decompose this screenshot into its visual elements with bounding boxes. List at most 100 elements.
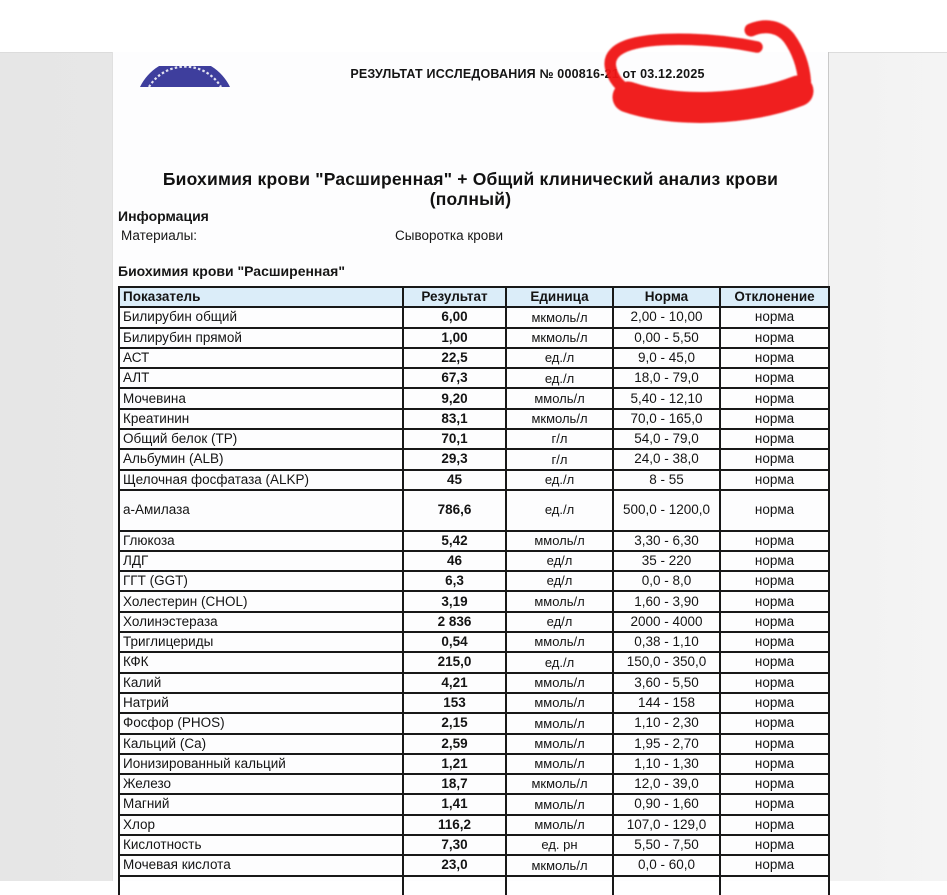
deviation: норма	[719, 671, 830, 694]
norm-range: 18,0 - 79,0	[612, 367, 721, 390]
result-value: 3,19	[402, 590, 507, 613]
table-row: Холестерин (CHOL) 3,19 ммоль/л 1,60 - 3,90 н…	[118, 590, 830, 613]
table-row: Мочевина 9,20 ммоль/л 5,40 - 12,10 норма	[118, 387, 830, 410]
unit: ед./л	[505, 651, 614, 674]
param-name: ЛДГ	[118, 549, 404, 573]
table-row: а-Амилаза 786,6 ед./л 500,0 - 1200,0 норма	[118, 488, 830, 532]
unit: ед./л	[505, 488, 614, 532]
unit: ммоль/л	[505, 813, 614, 837]
unit: мкмоль/л	[505, 326, 614, 349]
materials-value: Сыворотка крови	[395, 228, 503, 243]
deviation: норма	[719, 428, 830, 451]
param-name: Билирубин прямой	[118, 326, 404, 349]
unit: ммоль/л	[505, 732, 614, 755]
param-name: Триглицериды	[118, 631, 404, 654]
param-name: АСТ	[118, 346, 404, 370]
deviation: норма	[719, 732, 830, 755]
deviation: норма	[719, 610, 830, 634]
result-value: 5,42	[402, 529, 507, 552]
deviation: норма	[719, 813, 830, 837]
empty-cell	[505, 874, 614, 895]
table-row: Билирубин общий 6,00 мкмоль/л 2,00 - 10,00 н…	[118, 306, 830, 329]
norm-range: 500,0 - 1200,0	[612, 488, 721, 532]
unit: мкмоль/л	[505, 407, 614, 431]
deviation: норма	[719, 631, 830, 654]
deviation: норма	[719, 651, 830, 674]
norm-range: 150,0 - 350,0	[612, 651, 721, 674]
results-table: Показатель Результат Единица Норма Отклонени…	[118, 285, 830, 895]
table-row: Железо 18,7 мкмоль/л 12,0 - 39,0 норма	[118, 773, 830, 796]
result-value: 22,5	[402, 346, 507, 370]
document-title: Биохимия крови "Расширенная" + Общий кли…	[113, 169, 828, 209]
deviation: норма	[719, 834, 830, 857]
norm-range: 0,38 - 1,10	[612, 631, 721, 654]
deviation: норма	[719, 448, 830, 471]
unit: ед/л	[505, 570, 614, 593]
empty-cell	[612, 874, 721, 895]
empty-cell	[402, 874, 507, 895]
norm-range: 0,0 - 8,0	[612, 570, 721, 593]
param-name: а-Амилаза	[118, 488, 404, 532]
deviation: норма	[719, 367, 830, 390]
column-header: Единица	[505, 285, 614, 309]
table-row: Магний 1,41 ммоль/л 0,90 - 1,60 норма	[118, 793, 830, 816]
unit: ед/л	[505, 549, 614, 573]
empty-cell	[118, 874, 404, 895]
param-name: Глюкоза	[118, 529, 404, 552]
result-value: 9,20	[402, 387, 507, 410]
table-row: ЛДГ 46 ед/л 35 - 220 норма	[118, 549, 830, 573]
deviation: норма	[719, 387, 830, 410]
deviation: норма	[719, 306, 830, 329]
norm-range: 2,00 - 10,00	[612, 306, 721, 329]
param-name: Мочевая кислота	[118, 854, 404, 877]
result-value: 786,6	[402, 488, 507, 532]
result-value: 4,21	[402, 671, 507, 694]
norm-range: 3,60 - 5,50	[612, 671, 721, 694]
norm-range: 144 - 158	[612, 691, 721, 715]
param-name: АЛТ	[118, 367, 404, 390]
document-title-line1: Биохимия крови "Расширенная" + Общий кли…	[162, 169, 779, 189]
result-value: 215,0	[402, 651, 507, 674]
table-row: Кальций (Ca) 2,59 ммоль/л 1,95 - 2,70 норма	[118, 732, 830, 755]
column-header: Результат	[402, 285, 507, 309]
unit: мкмоль/л	[505, 773, 614, 796]
unit: ед./л	[505, 468, 614, 491]
table-row: Хлор 116,2 ммоль/л 107,0 - 129,0 норма	[118, 813, 830, 837]
unit: ммоль/л	[505, 671, 614, 694]
norm-range: 9,0 - 45,0	[612, 346, 721, 370]
norm-range: 70,0 - 165,0	[612, 407, 721, 431]
table-row: Билирубин прямой 1,00 мкмоль/л 0,00 - 5,50 н…	[118, 326, 830, 349]
unit: ммоль/л	[505, 691, 614, 715]
table-row: Щелочная фосфатаза (ALKP) 45 ед./л 8 - 55 но…	[118, 468, 830, 491]
param-name: Креатинин	[118, 407, 404, 431]
deviation: норма	[719, 468, 830, 491]
unit: мкмоль/л	[505, 306, 614, 329]
table-row: АЛТ 67,3 ед./л 18,0 - 79,0 норма	[118, 367, 830, 390]
deviation: норма	[719, 570, 830, 593]
param-name: Общий белок (TP)	[118, 428, 404, 451]
unit: ммоль/л	[505, 529, 614, 552]
deviation: норма	[719, 326, 830, 349]
deviation: норма	[719, 712, 830, 735]
deviation: норма	[719, 549, 830, 573]
param-name: Альбумин (ALB)	[118, 448, 404, 471]
result-value: 153	[402, 691, 507, 715]
norm-range: 1,10 - 2,30	[612, 712, 721, 735]
document-title-line2: (полный)	[429, 189, 512, 209]
table-row: Калий 4,21 ммоль/л 3,60 - 5,50 норма	[118, 671, 830, 694]
unit: ммоль/л	[505, 752, 614, 776]
table-row: АСТ 22,5 ед./л 9,0 - 45,0 норма	[118, 346, 830, 370]
param-name: КФК	[118, 651, 404, 674]
param-name: ГГТ (GGT)	[118, 570, 404, 593]
param-name: Билирубин общий	[118, 306, 404, 329]
param-name: Кислотность	[118, 834, 404, 857]
result-value: 7,30	[402, 834, 507, 857]
result-value: 6,3	[402, 570, 507, 593]
unit: ммоль/л	[505, 712, 614, 735]
result-value: 83,1	[402, 407, 507, 431]
results-table-body: Билирубин общий 6,00 мкмоль/л 2,00 - 10,00 н…	[118, 306, 830, 895]
table-row: Фосфор (PHOS) 2,15 ммоль/л 1,10 - 2,30 норма	[118, 712, 830, 735]
result-value: 67,3	[402, 367, 507, 390]
deviation: норма	[719, 752, 830, 776]
